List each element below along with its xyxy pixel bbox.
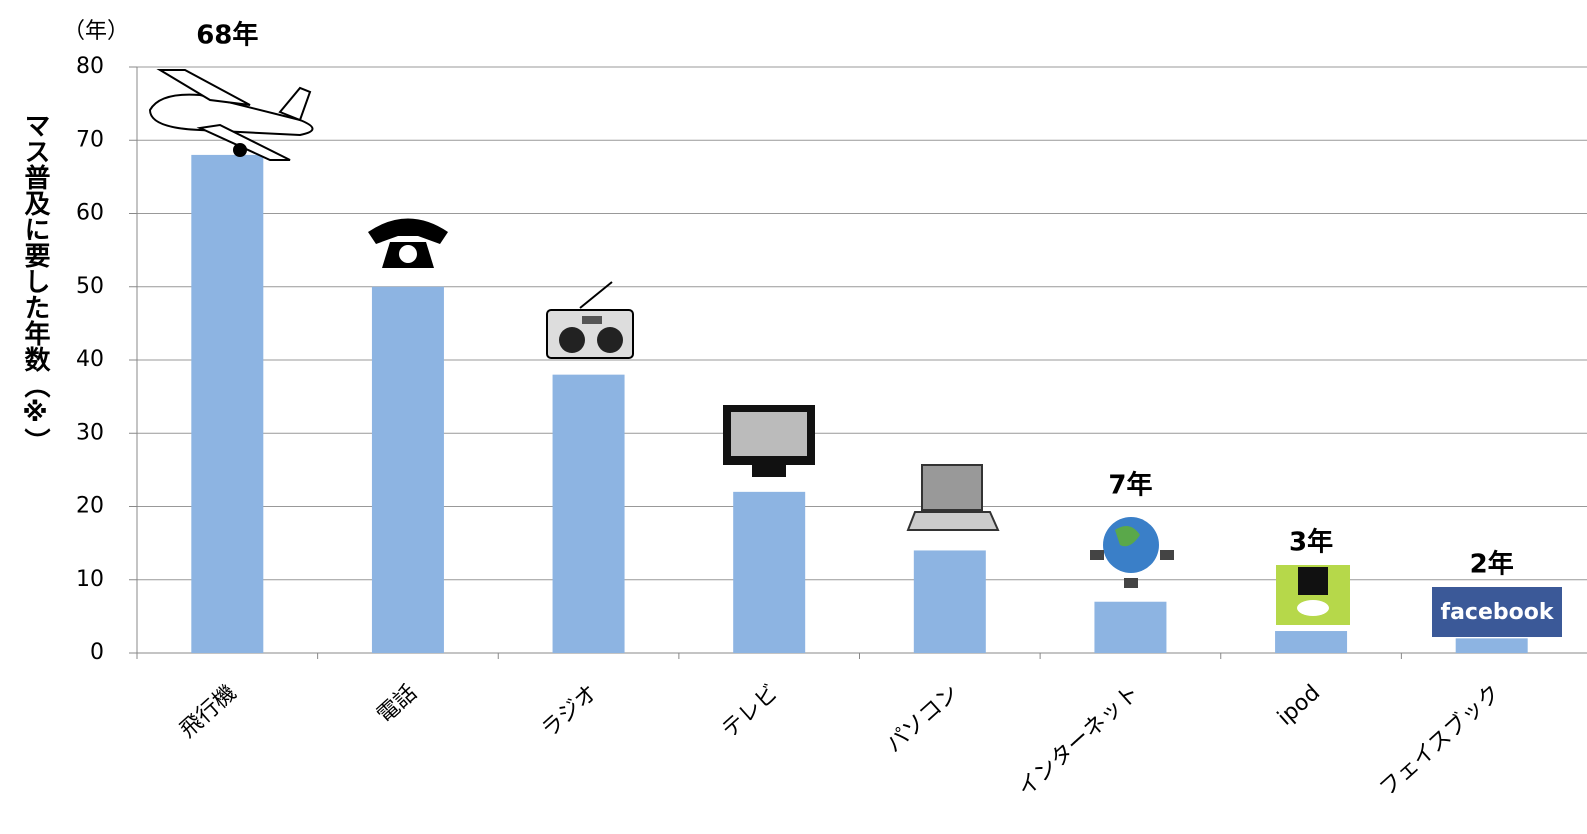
plot-area: 0 10 20 30 40 50 60 70 80 飛行機 電話 ラジオ テレビ パソコンインターネット i… xyxy=(76,54,1587,802)
value-label: 68年 xyxy=(196,20,258,51)
facebook-icon: facebook xyxy=(1432,587,1562,637)
x-tick-label: フェイスブック xyxy=(1375,680,1506,801)
y-axis-title: マス普及に要した年数（※） xyxy=(20,112,50,454)
y-tick-label: 0 xyxy=(90,640,104,665)
x-tick-label: ipod xyxy=(1273,680,1325,730)
value-label: 2年 xyxy=(1470,549,1514,580)
y-tick-label: 80 xyxy=(76,54,104,79)
x-tick-label: パソコン xyxy=(882,680,964,757)
bar xyxy=(733,492,805,653)
icons: facebook xyxy=(150,70,1562,637)
x-tick-label: 電話 xyxy=(373,680,422,728)
y-tick-label: 30 xyxy=(76,420,104,445)
bar xyxy=(1456,638,1528,653)
bar xyxy=(1275,631,1347,653)
telephone-icon xyxy=(368,219,448,269)
tv-icon xyxy=(723,405,815,477)
bar xyxy=(1094,602,1166,653)
laptop-icon xyxy=(908,465,998,530)
chart: マス普及に要した年数（※） （年） 0 10 20 30 40 50 60 70 80 飛行機 電話… xyxy=(0,0,1587,834)
y-tick-label: 40 xyxy=(76,347,104,372)
y-tick-label: 60 xyxy=(76,201,104,226)
globe-icon xyxy=(1090,517,1174,588)
airplane-icon xyxy=(150,70,313,160)
y-tick-label: 10 xyxy=(76,567,104,592)
bar xyxy=(372,287,444,653)
value-label: 7年 xyxy=(1108,470,1152,501)
bar xyxy=(191,155,263,653)
y-tick-label: 20 xyxy=(76,494,104,519)
y-tick-label: 50 xyxy=(76,274,104,299)
x-tick-label: 飛行機 xyxy=(176,680,242,743)
bar xyxy=(914,550,986,653)
ipod-icon xyxy=(1276,565,1350,625)
facebook-logo-text: facebook xyxy=(1441,600,1555,625)
radio-icon xyxy=(547,282,633,358)
y-unit-label: （年） xyxy=(63,19,129,44)
x-tick-label: テレビ xyxy=(717,680,783,743)
x-tick-label: インターネット xyxy=(1013,680,1144,802)
value-label: 3年 xyxy=(1289,527,1333,558)
x-tick-label: ラジオ xyxy=(537,680,602,742)
bar xyxy=(553,375,625,653)
y-tick-label: 70 xyxy=(76,127,104,152)
